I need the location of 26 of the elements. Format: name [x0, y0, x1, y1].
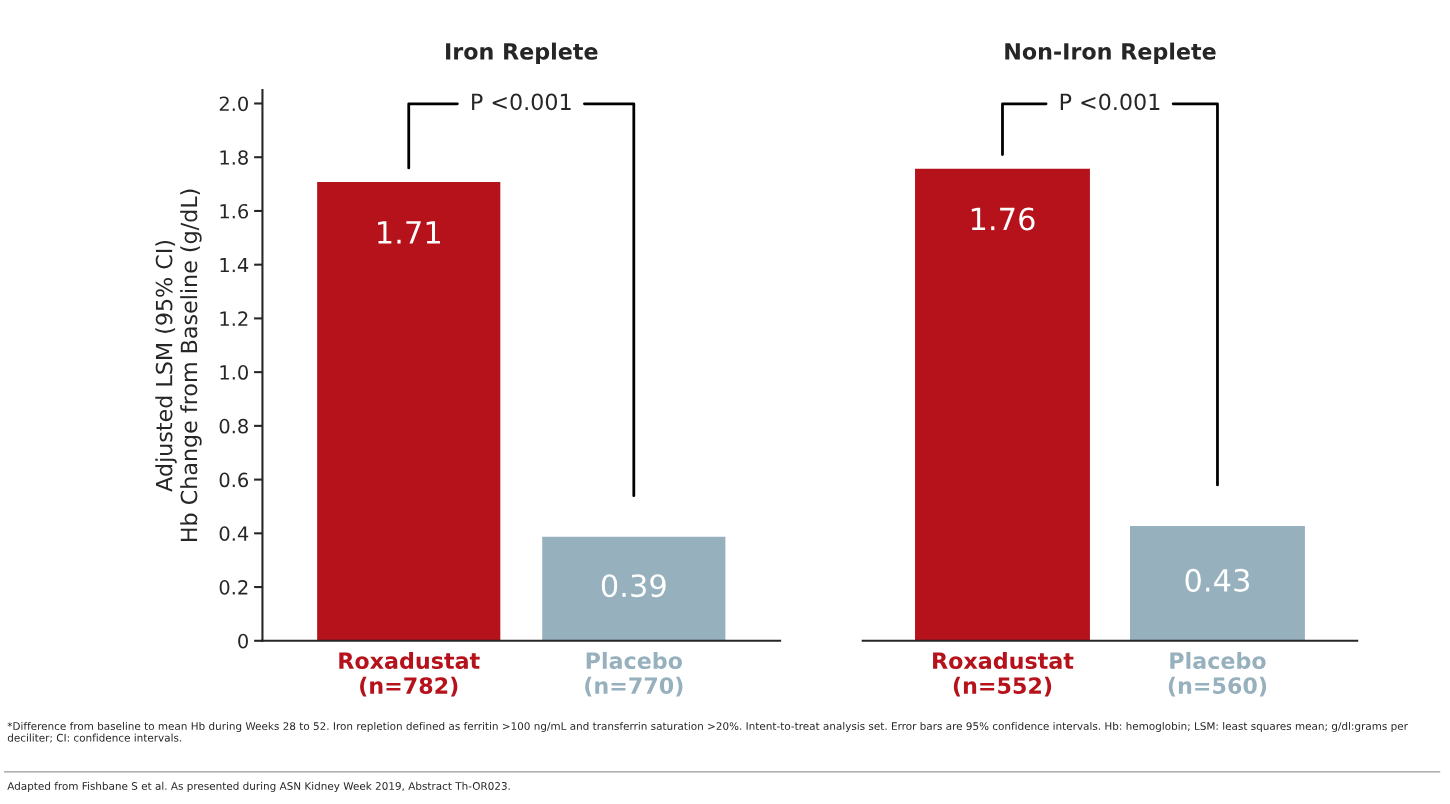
x-tick-label: Placebo (n=560)	[1168, 651, 1267, 697]
data-label: 1.76	[971, 207, 1035, 231]
data-label: 0.43	[1185, 568, 1250, 592]
y-tick-label: 0.4	[219, 526, 249, 541]
x-tick-label: Roxadustat (n=552)	[933, 651, 1074, 697]
y-tick-label: 0.6	[219, 472, 249, 488]
y-tick-label: 1.8	[220, 150, 248, 165]
chart-title: Iron Replete	[446, 42, 598, 65]
chart-title: Non-Iron Replete	[1005, 42, 1216, 65]
text: P <0.001	[1060, 93, 1160, 111]
y-tick-label: 1.2	[220, 311, 248, 326]
y-axis-title: Adjusted LSM (95% CI) Hb Change from Baseline (g/dL)	[155, 189, 202, 541]
text: *Difference from baseline to mean Hb during Weeks 28 to 52. Iron repletion defined as ferritin >100 ng/mL and transferrin saturation >20%. Intent-to-treat analysis set. Error bars are 95% confidence intervals. Hb: hemoglobin; LSM: least squares mean; g/dl:grams per deciliter; CI: confidence intervals.	[7, 721, 1408, 743]
x-tick-label: Placebo (n=770)	[585, 651, 683, 697]
y-tick-label: 2.0	[219, 96, 248, 112]
data-label: 0.39	[601, 574, 666, 598]
y-tick-label: 1.0	[220, 365, 248, 380]
y-tick-label: 0.8	[219, 418, 248, 434]
y-tick-label: 0	[238, 633, 248, 649]
y-tick-label: 1.6	[220, 203, 249, 219]
y-tick-label: 1.4	[220, 257, 249, 273]
y-tick-label: 0.2	[219, 580, 248, 595]
data-label: 1.71	[378, 221, 440, 244]
annotation: P <0.001	[472, 93, 571, 111]
x-tick-label: Roxadustat (n=782)	[339, 651, 480, 697]
text: Adapted from Fishbane S et al. As presented during ASN Kidney Week 2019, Abstract Th-OR023.	[7, 781, 510, 792]
